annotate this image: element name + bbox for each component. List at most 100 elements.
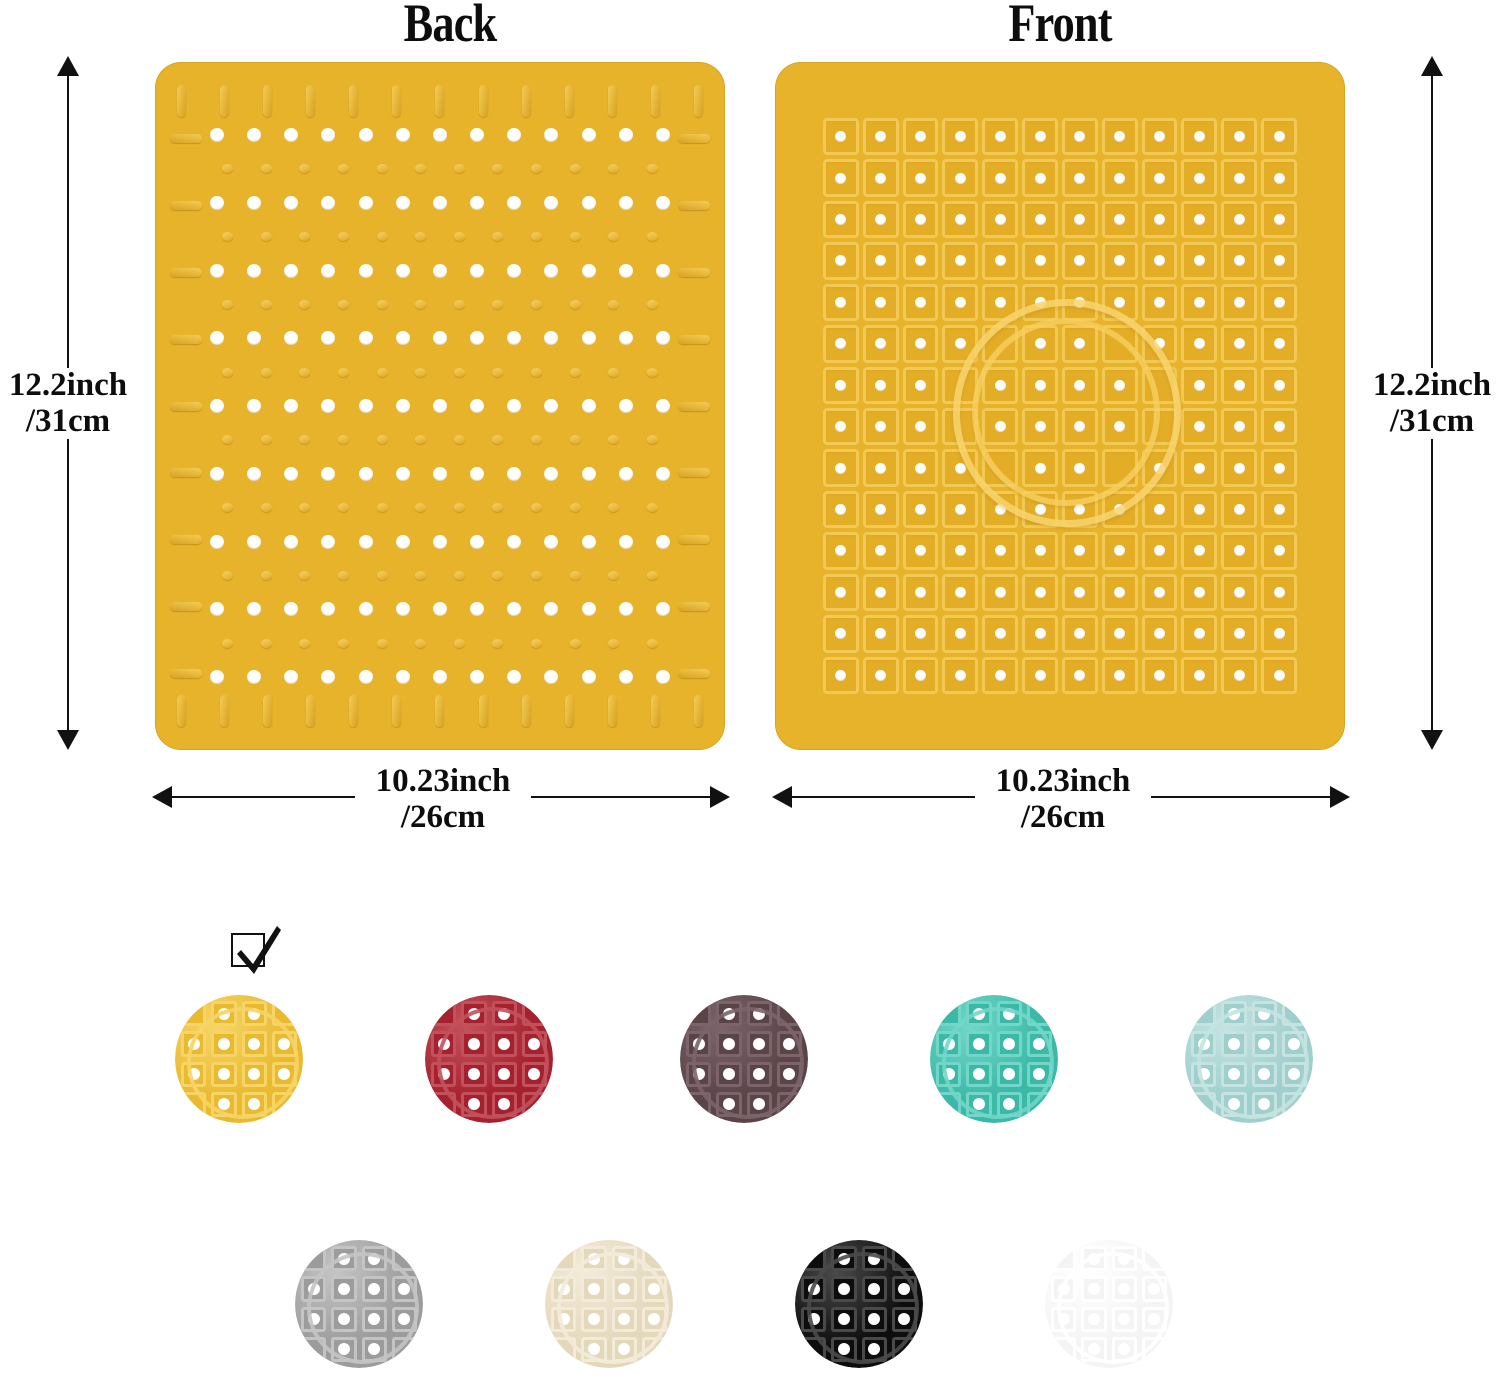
swatch-cell	[271, 1031, 297, 1057]
color-option-gray[interactable]	[295, 1240, 423, 1400]
swatch-cell	[211, 1061, 237, 1087]
waffle-cell	[1061, 490, 1098, 529]
waffle-cell	[902, 159, 939, 197]
drain-hole	[210, 670, 224, 684]
waffle-cell	[1022, 159, 1058, 197]
waffle-cell	[1261, 283, 1297, 322]
drain-hole	[210, 534, 224, 549]
drain-hole	[581, 195, 596, 210]
raised-nub	[299, 299, 311, 309]
drain-hole	[507, 331, 522, 346]
drain-hole	[507, 670, 522, 684]
waffle-cell	[1101, 200, 1138, 239]
swatch-cell	[211, 1091, 237, 1117]
raised-nub	[337, 570, 349, 580]
swatch-cell	[891, 1276, 917, 1302]
drain-hole	[507, 399, 522, 413]
waffle-cell	[902, 283, 939, 322]
waffle-cell	[823, 118, 859, 156]
swatch-disc-light-blue[interactable]	[1185, 995, 1313, 1123]
swatch-cell	[611, 1276, 637, 1302]
swatch-disc-dark-brown[interactable]	[680, 995, 808, 1123]
drain-hole	[395, 331, 410, 346]
swatch-cell	[996, 1031, 1022, 1057]
waffle-cell	[1181, 118, 1218, 156]
drain-hole	[432, 466, 447, 481]
color-option-light-blue[interactable]	[1185, 995, 1313, 1155]
swatch-cell	[1141, 1306, 1167, 1332]
raised-nub	[453, 435, 465, 445]
swatch-disc-teal[interactable]	[930, 995, 1058, 1123]
swatch-cell	[391, 1306, 417, 1332]
raised-nub	[569, 164, 581, 174]
color-option-beige[interactable]	[545, 1240, 673, 1400]
drain-hole	[358, 195, 373, 210]
swatch-cell	[1191, 1031, 1217, 1057]
right-edge-dash	[678, 602, 710, 612]
waffle-cell	[823, 490, 859, 529]
color-option-teal[interactable]	[930, 995, 1058, 1155]
swatch-cell	[1281, 1091, 1307, 1117]
front-mat-surface	[775, 62, 1345, 750]
drain-hole	[247, 399, 262, 413]
waffle-cell	[1141, 532, 1178, 570]
swatch-grid	[425, 995, 553, 1123]
waffle-cell	[982, 118, 1019, 156]
waffle-cell	[942, 159, 979, 197]
waffle-cell	[942, 490, 979, 529]
swatch-disc-white[interactable]	[1045, 1240, 1173, 1368]
raised-nub	[646, 435, 658, 445]
waffle-cell	[1141, 490, 1178, 529]
page-title-front: Front	[1008, 0, 1112, 53]
drain-hole	[507, 195, 522, 210]
color-option-white[interactable]	[1045, 1240, 1173, 1400]
raised-nub	[415, 164, 427, 174]
drain-hole	[321, 466, 336, 481]
swatch-cell	[716, 1061, 742, 1087]
swatch-disc-yellow[interactable]	[175, 995, 303, 1123]
swatch-cell	[641, 1246, 667, 1272]
drain-hole	[470, 466, 485, 481]
color-option-black[interactable]	[795, 1240, 923, 1400]
swatch-disc-black[interactable]	[795, 1240, 923, 1368]
bottom-edge-dash	[435, 695, 445, 727]
waffle-cell	[862, 366, 899, 404]
swatch-cell	[461, 1001, 487, 1027]
waffle-cell	[862, 242, 899, 280]
waffle-cell	[1221, 366, 1258, 404]
color-option-dark-brown[interactable]	[680, 995, 808, 1155]
width-label-back-line2: /26cm	[400, 798, 486, 835]
drain-hole	[321, 331, 336, 346]
raised-nub	[299, 435, 311, 445]
color-option-red[interactable]	[425, 995, 553, 1155]
swatch-cell	[686, 1031, 712, 1057]
waffle-cell	[1181, 532, 1218, 570]
waffle-cell	[1101, 118, 1138, 156]
perforation-row	[210, 230, 670, 244]
raised-nub	[337, 367, 349, 377]
waffle-cell	[1261, 573, 1297, 612]
drain-hole	[358, 534, 373, 549]
raised-nub	[569, 503, 581, 513]
color-option-yellow[interactable]	[175, 926, 303, 1155]
waffle-cell	[1101, 573, 1138, 612]
swatch-cell	[831, 1306, 857, 1332]
swatch-disc-beige[interactable]	[545, 1240, 673, 1368]
right-edge-dash	[678, 669, 710, 678]
waffle-cell	[1261, 490, 1297, 529]
drain-hole	[581, 534, 596, 549]
swatch-disc-gray[interactable]	[295, 1240, 423, 1368]
waffle-cell	[862, 656, 899, 694]
drain-hole	[210, 263, 224, 278]
swatch-cell	[181, 1001, 207, 1027]
raised-nub	[337, 503, 349, 513]
swatch-disc-red[interactable]	[425, 995, 553, 1123]
waffle-cell	[942, 407, 979, 446]
waffle-cell	[1061, 532, 1098, 570]
raised-nub	[299, 503, 311, 513]
swatch-cell	[801, 1336, 827, 1362]
waffle-cell	[902, 200, 939, 239]
drain-hole	[321, 670, 336, 684]
drain-hole	[544, 331, 559, 346]
drain-hole	[655, 670, 670, 684]
